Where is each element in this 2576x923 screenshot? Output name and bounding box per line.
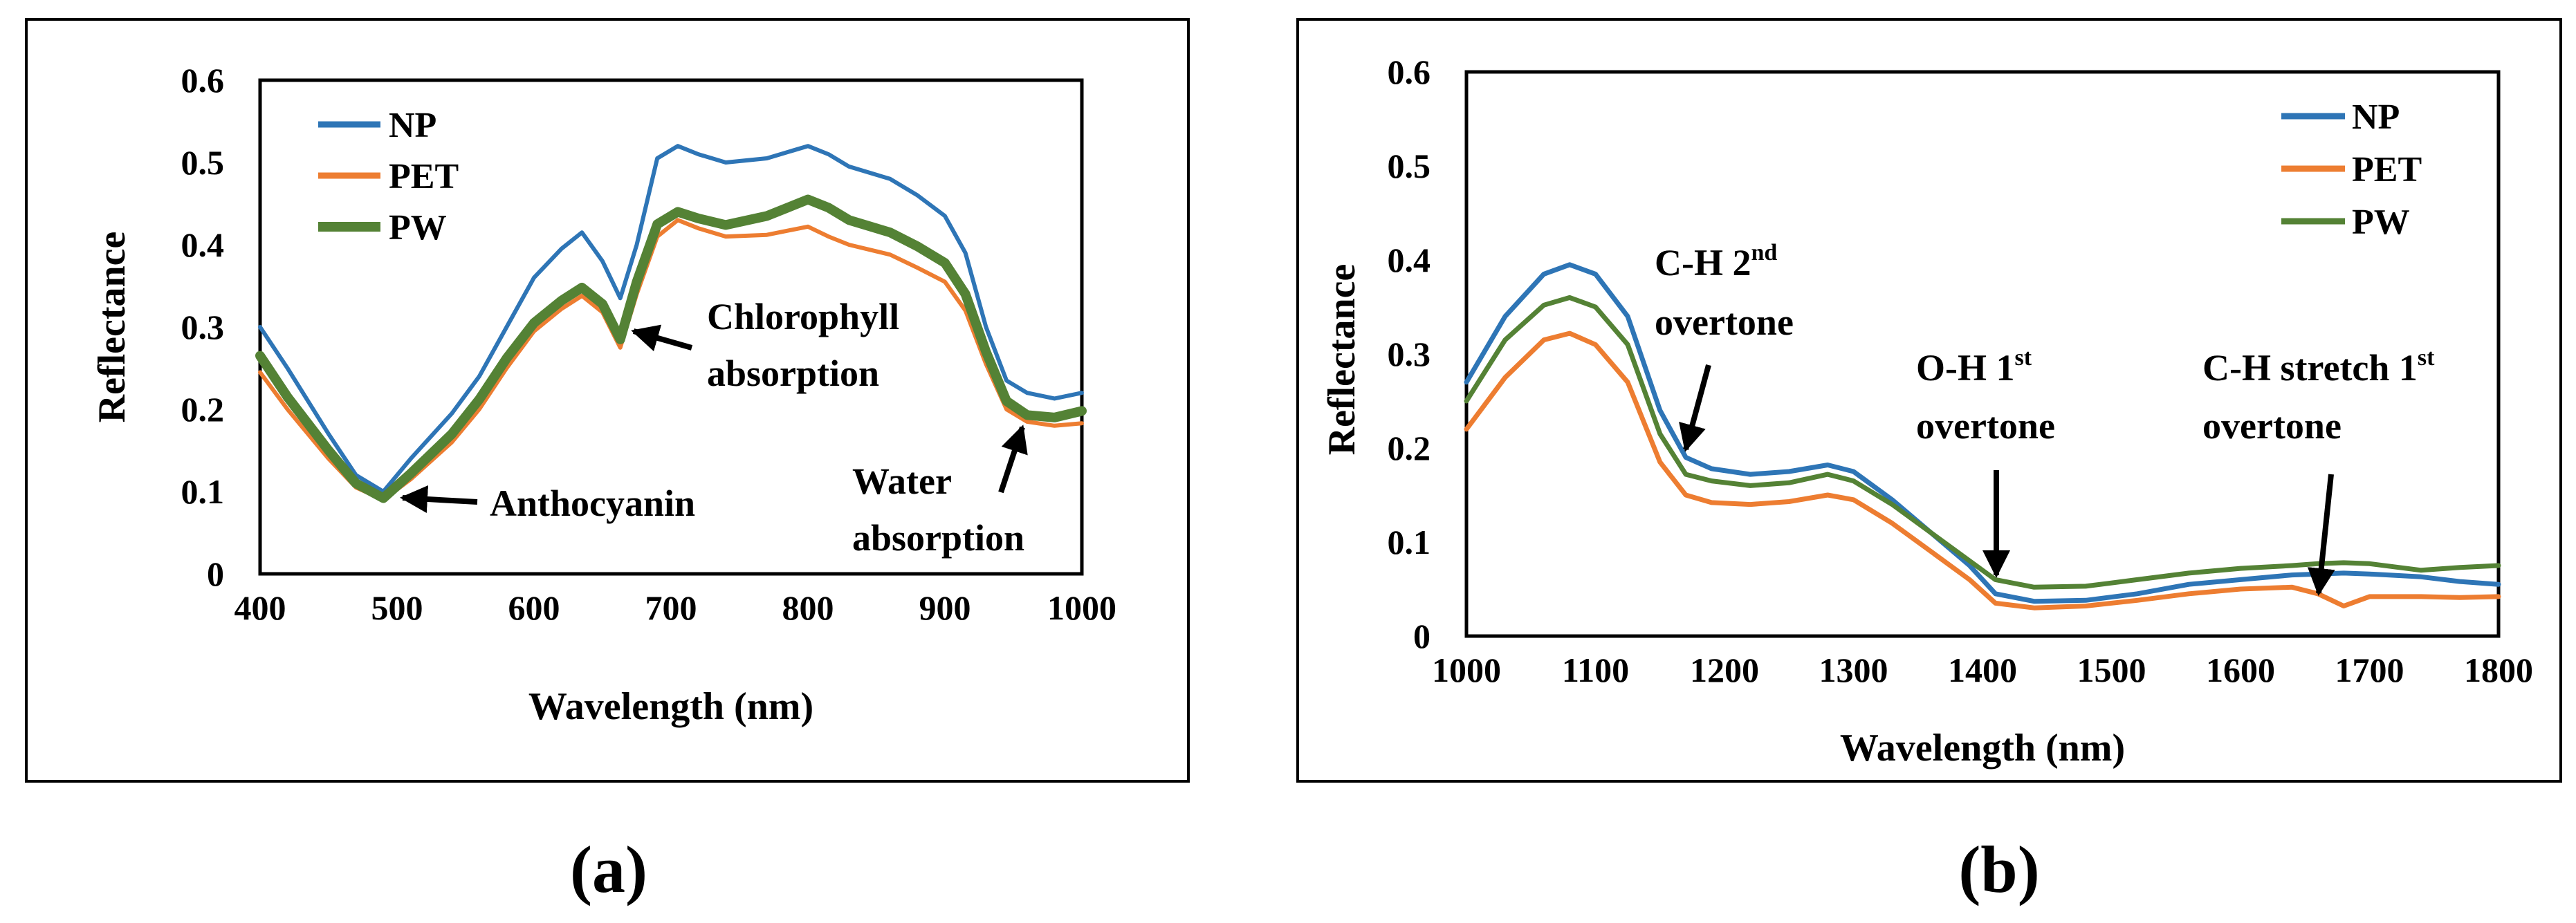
annotation-arrow — [1679, 364, 1711, 452]
panel-b-y-ticks: 0 0.1 0.2 0.3 0.4 0.5 0.6 — [1388, 53, 1431, 655]
annotation-ch-2nd-overtone: C-H 2nd overtone — [1655, 240, 1794, 452]
annotation-label-sup: st — [2015, 345, 2032, 371]
panel-a: 400 500 600 700 800 900 1000 00.10.20.30.40.50… — [25, 18, 1190, 783]
x-tick-label: 1600 — [2206, 651, 2275, 689]
annotation-label-line1: Water — [852, 460, 952, 502]
panel-b-y-axis-title: Reflectance — [1321, 264, 1363, 456]
annotation-chlorophyll-absorption: Chlorophyll absorption — [631, 296, 899, 394]
annotation-label-main: O-H 1 — [1916, 347, 2015, 389]
y-tick-label: 0.1 — [181, 472, 225, 511]
series-line-pw — [1464, 295, 2501, 590]
y-tick-label: 0.1 — [1388, 523, 1431, 561]
annotation-water-absorption: Water absorption — [852, 425, 1028, 559]
annotation-label-sup: nd — [1751, 240, 1777, 265]
x-tick-label: 700 — [645, 588, 697, 627]
annotation-label-line2: absorption — [707, 353, 879, 394]
annotation-label-main: C-H stretch 1 — [2202, 347, 2418, 389]
legend-label-pw: PW — [2352, 203, 2410, 242]
x-tick-label: 1800 — [2464, 651, 2533, 689]
caption-a: (a) — [570, 832, 647, 906]
y-tick-label: 0.6 — [181, 61, 225, 100]
annotation-arrow — [998, 425, 1028, 494]
series-line-pw — [255, 194, 1087, 503]
x-tick-label: 1100 — [1562, 651, 1629, 689]
annotation-arrow — [2307, 474, 2335, 596]
annotation-label-line2: overtone — [1916, 405, 2055, 447]
legend-label-pet: PET — [2352, 150, 2422, 189]
panel-b-x-ticks: 1000 1100 1200 1300 1400 1500 1600 1700 1800 — [1432, 651, 2533, 689]
series-line-pet — [258, 218, 1084, 502]
panel-a-y-axis-title: Reflectance — [91, 232, 134, 423]
x-tick-label: 1500 — [2077, 651, 2146, 689]
y-tick-label: 0.5 — [1388, 147, 1431, 185]
x-tick-label: 600 — [508, 588, 560, 627]
legend-label-np: NP — [389, 106, 436, 145]
panel-b-x-axis-title: Wavelength (nm) — [1840, 727, 2125, 770]
y-tick-label: 0 — [207, 554, 224, 593]
annotation-label-line1: O-H 1st — [1916, 345, 2032, 389]
panel-a-series — [255, 144, 1087, 503]
x-tick-label: 1200 — [1690, 651, 1759, 689]
annotation-label-line2: overtone — [2202, 405, 2342, 447]
legend-label-np: NP — [2352, 97, 2400, 137]
y-tick-label: 0 — [1413, 617, 1430, 655]
panel-a-legend: NP PET PW — [318, 106, 459, 248]
panel-b: 1000 1100 1200 1300 1400 1500 1600 1700 1800 0 0.… — [1296, 18, 2562, 783]
annotation-oh-1st-overtone: O-H 1st overtone — [1916, 345, 2055, 578]
y-tick-label: 0.4 — [1388, 241, 1431, 279]
y-tick-label: 0.6 — [1388, 53, 1431, 91]
x-tick-label: 800 — [782, 588, 834, 627]
y-tick-label: 0.2 — [1388, 429, 1431, 467]
annotation-anthocyanin: Anthocyanin — [400, 483, 695, 524]
y-tick-label: 0.5 — [181, 143, 225, 182]
x-tick-label: 1700 — [2335, 651, 2404, 689]
x-tick-label: 400 — [234, 588, 286, 627]
annotation-label-line1: C-H 2nd — [1655, 240, 1777, 283]
annotation-label-main: C-H 2 — [1655, 242, 1751, 283]
panel-a-x-axis-title: Wavelength (nm) — [528, 685, 813, 728]
annotation-ch-stretch-1st-overtone: C-H stretch 1st overtone — [2202, 345, 2435, 596]
legend-label-pw: PW — [389, 208, 447, 248]
panel-b-legend: NP PET PW — [2281, 97, 2422, 242]
x-tick-label: 1000 — [1432, 651, 1501, 689]
x-tick-label: 1400 — [1948, 651, 2017, 689]
y-tick-label: 0.3 — [181, 308, 225, 346]
annotation-arrow — [631, 324, 693, 352]
annotation-label-line2: absorption — [852, 517, 1024, 559]
x-tick-label: 900 — [919, 588, 971, 627]
y-tick-label: 0.2 — [181, 390, 225, 429]
caption-b: (b) — [1958, 832, 2039, 906]
legend-label-pet: PET — [389, 157, 459, 196]
annotation-label-line2: overtone — [1655, 301, 1794, 343]
annotation-label-sup: st — [2418, 345, 2435, 371]
panel-a-x-ticks: 400 500 600 700 800 900 1000 — [234, 588, 1117, 627]
annotation-arrow — [400, 485, 478, 513]
panel-a-y-ticks: 0 0.1 0.2 0.3 0.4 0.5 0.6 — [181, 61, 225, 593]
y-tick-label: 0.4 — [181, 225, 225, 264]
annotation-label-line1: C-H stretch 1st — [2202, 345, 2435, 389]
panel-b-plot-area — [1464, 70, 2501, 638]
x-tick-label: 500 — [371, 588, 423, 627]
series-line-pet — [1464, 330, 2501, 610]
panel-a-frame — [25, 18, 1190, 783]
x-tick-label: 1300 — [1819, 651, 1888, 689]
y-tick-label: 0.3 — [1388, 335, 1431, 373]
series-line-np — [258, 144, 1084, 494]
annotation-label: Anthocyanin — [490, 483, 695, 524]
panel-b-frame — [1296, 18, 2562, 783]
x-tick-label: 1000 — [1047, 588, 1116, 627]
annotation-label-line1: Chlorophyll — [707, 296, 899, 337]
